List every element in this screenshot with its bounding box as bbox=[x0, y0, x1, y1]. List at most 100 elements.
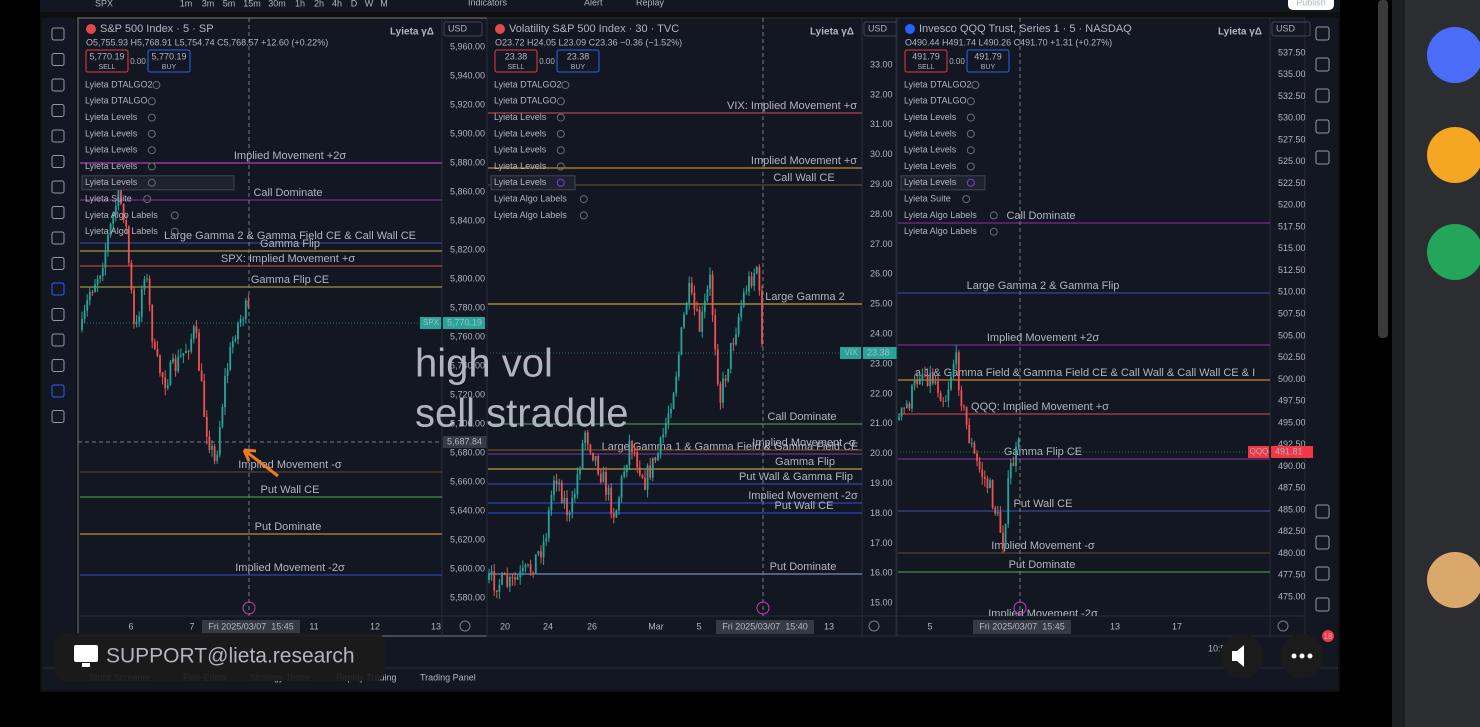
publish[interactable]: Publish bbox=[1296, 0, 1326, 7]
indicator[interactable]: Lyieta Levels bbox=[494, 177, 547, 187]
indicator[interactable]: Lyieta Algo Labels bbox=[85, 210, 158, 220]
candle-body bbox=[122, 203, 125, 220]
indicator[interactable]: Lyieta Algo Labels bbox=[904, 226, 977, 236]
tool-icon[interactable] bbox=[1315, 566, 1330, 581]
tool-icon[interactable] bbox=[51, 384, 65, 398]
indicator[interactable]: Lyieta Levels bbox=[904, 128, 957, 138]
tool-icon[interactable] bbox=[51, 206, 65, 219]
indicator[interactable]: Lyieta Levels bbox=[494, 112, 547, 122]
indicator[interactable]: Lyieta DTALGO bbox=[904, 96, 967, 106]
interval[interactable]: W bbox=[365, 0, 374, 8]
sell[interactable]: SELL bbox=[507, 64, 524, 71]
indicator[interactable]: Lyieta Levels bbox=[85, 161, 138, 171]
indicator[interactable]: Lyieta Levels bbox=[85, 112, 138, 122]
indicator[interactable]: Lyieta Levels bbox=[85, 177, 138, 187]
indicator[interactable]: Lyieta Algo Labels bbox=[904, 210, 977, 220]
tool-icon[interactable] bbox=[51, 53, 65, 66]
eye-icon bbox=[147, 97, 156, 106]
indicator[interactable]: Lyieta DTALGO2 bbox=[85, 79, 153, 89]
buy-price[interactable]: 491.79 bbox=[974, 51, 1002, 61]
interval[interactable]: M bbox=[380, 0, 388, 8]
sell[interactable]: SELL bbox=[98, 64, 115, 71]
tool-icon[interactable] bbox=[51, 257, 65, 270]
interval[interactable]: 3m bbox=[202, 0, 215, 8]
buy-price[interactable]: 5,770.19 bbox=[151, 51, 186, 61]
replay[interactable]: Replay bbox=[636, 0, 665, 7]
indicator[interactable]: Lyieta Suite bbox=[904, 193, 951, 203]
indicator[interactable]: Lyieta Algo Labels bbox=[494, 210, 567, 220]
indicator[interactable]: Lyieta Levels bbox=[494, 161, 547, 171]
tool-icon[interactable] bbox=[1315, 535, 1330, 550]
indicator[interactable]: Lyieta Levels bbox=[904, 177, 957, 187]
indicator[interactable]: Lyieta Algo Labels bbox=[494, 193, 567, 203]
tool-icon[interactable] bbox=[1315, 57, 1330, 72]
tool-icon[interactable] bbox=[1315, 150, 1330, 165]
indicator[interactable]: Lyieta Algo Labels bbox=[85, 226, 158, 236]
tool-icon[interactable] bbox=[51, 155, 65, 168]
discord-icon[interactable] bbox=[1427, 224, 1480, 280]
tool-icon[interactable] bbox=[51, 333, 65, 347]
candle-body bbox=[234, 339, 237, 341]
interval[interactable]: 30m bbox=[268, 0, 286, 8]
tool-icon[interactable] bbox=[51, 308, 65, 321]
tool-icon[interactable] bbox=[1315, 504, 1330, 519]
buy[interactable]: BUY bbox=[162, 64, 177, 71]
discord-icon[interactable] bbox=[1427, 127, 1480, 183]
indicator[interactable]: Lyieta Levels bbox=[85, 128, 138, 138]
tool-icon[interactable] bbox=[1315, 88, 1330, 103]
tool-icon[interactable] bbox=[1315, 26, 1330, 41]
alert[interactable]: Alert bbox=[584, 0, 603, 7]
interval[interactable]: D bbox=[351, 0, 358, 8]
settings-icon[interactable] bbox=[459, 620, 471, 632]
tool-icon[interactable] bbox=[51, 180, 65, 194]
indicator[interactable]: Lyieta DTALGO bbox=[494, 96, 557, 106]
currency[interactable]: USD bbox=[1276, 23, 1296, 33]
server-icon[interactable] bbox=[1427, 27, 1480, 83]
interval[interactable]: 1m bbox=[180, 0, 193, 8]
settings-icon[interactable] bbox=[868, 620, 880, 632]
sell-price[interactable]: 5,770.19 bbox=[89, 51, 124, 61]
sell-price[interactable]: 491.79 bbox=[912, 51, 940, 61]
buy[interactable]: BUY bbox=[981, 64, 996, 71]
interval[interactable]: 1h bbox=[295, 0, 305, 8]
sell[interactable]: SELL bbox=[917, 64, 934, 71]
interval[interactable]: 15m bbox=[243, 0, 261, 8]
tool-icon[interactable] bbox=[51, 231, 65, 245]
indicator[interactable]: Lyieta Levels bbox=[85, 145, 138, 155]
interval[interactable]: 2h bbox=[314, 0, 324, 8]
indicator[interactable]: Lyieta Levels bbox=[494, 128, 547, 138]
settings-icon[interactable] bbox=[1277, 620, 1289, 632]
indicator[interactable]: Lyieta DTALGO2 bbox=[904, 79, 972, 89]
tool-icon[interactable] bbox=[1315, 119, 1330, 134]
currency[interactable]: USD bbox=[868, 23, 888, 33]
tool-icon[interactable] bbox=[51, 27, 65, 41]
tool-icon[interactable] bbox=[51, 282, 65, 296]
price-tick: 477.50 bbox=[1278, 570, 1306, 580]
candle-body bbox=[190, 339, 193, 352]
indicator[interactable]: Lyieta Levels bbox=[904, 145, 957, 155]
avatar-icon[interactable] bbox=[1427, 552, 1480, 608]
sell-price[interactable]: 23.38 bbox=[505, 51, 528, 61]
indicator[interactable]: Lyieta Levels bbox=[904, 112, 957, 122]
buy[interactable]: BUY bbox=[571, 64, 586, 71]
tool-icon[interactable] bbox=[1315, 597, 1330, 612]
indicator[interactable]: Lyieta DTALGO bbox=[85, 96, 148, 106]
currency[interactable]: USD bbox=[448, 23, 468, 33]
indicator[interactable]: Lyieta Levels bbox=[494, 145, 547, 155]
interval[interactable]: 5m bbox=[223, 0, 236, 8]
tool-icon[interactable] bbox=[51, 359, 65, 372]
indicator[interactable]: Lyieta Levels bbox=[904, 161, 957, 171]
tool-icon[interactable] bbox=[51, 129, 65, 143]
publish-button[interactable] bbox=[1288, 0, 1334, 10]
buy-price[interactable]: 23.38 bbox=[567, 51, 590, 61]
candle-body bbox=[685, 302, 688, 315]
indicator[interactable]: Lyieta Suite bbox=[85, 193, 132, 203]
tool-icon[interactable] bbox=[51, 78, 65, 92]
indicator[interactable]: Lyieta DTALGO2 bbox=[494, 79, 562, 89]
tool-icon[interactable] bbox=[51, 104, 65, 117]
tool-icon[interactable] bbox=[51, 410, 65, 423]
bottom-tab[interactable]: Trading Panel bbox=[420, 672, 476, 682]
interval[interactable]: 4h bbox=[332, 0, 342, 8]
level-label: Implied Movement -σ bbox=[991, 540, 1095, 552]
indicators[interactable]: Indicators bbox=[468, 0, 508, 7]
